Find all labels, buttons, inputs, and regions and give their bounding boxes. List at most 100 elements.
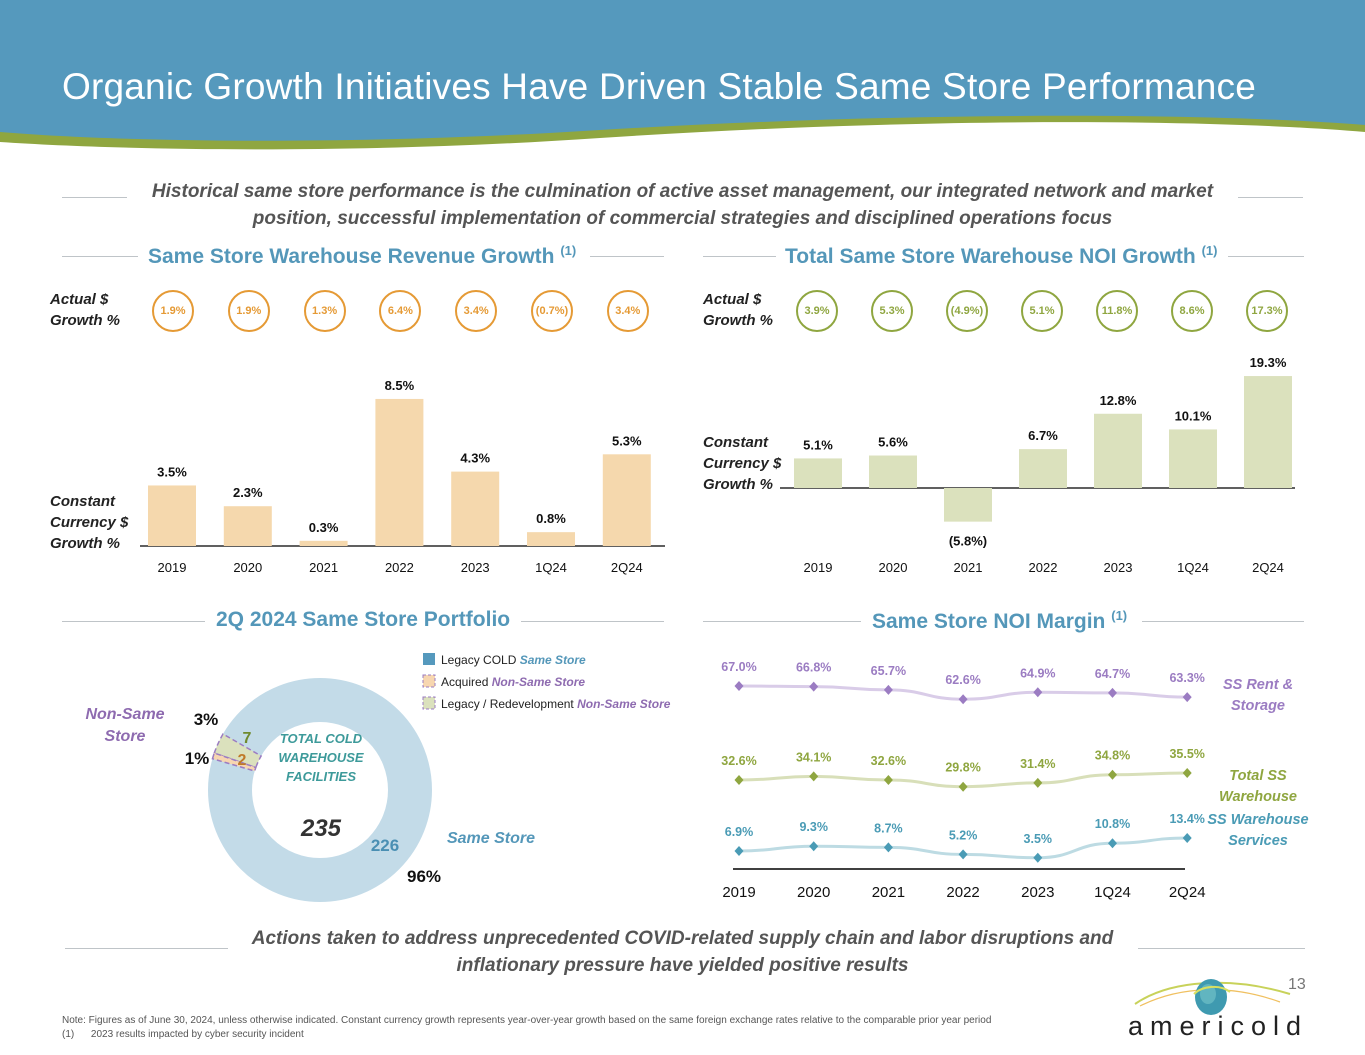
bar [223, 506, 272, 546]
bar-value-label: (5.8%) [949, 534, 987, 549]
noi-bar-chart: 5.1% 2019 5.6% 2020 (5.8%) 2021 6.7% 2022 12.8% 2… [780, 355, 1295, 575]
actual-growth-circle: 6.4% [379, 290, 422, 332]
actual-growth-circle: 8.6% [1171, 290, 1213, 332]
data-point-label: 34.8% [1095, 749, 1130, 763]
margin-title-text: Same Store NOI Margin [872, 610, 1106, 633]
non-same-store-label: Store [105, 728, 146, 745]
divider [703, 256, 776, 257]
data-point-marker [1033, 852, 1043, 863]
portfolio-title: 2Q 2024 Same Store Portfolio [216, 608, 511, 631]
closing-statement: Actions taken to address unprecedented C… [251, 928, 1114, 976]
donut-slice-legacy-redevelopment [213, 732, 263, 769]
data-point-marker [1108, 838, 1117, 849]
legend-suffix: Non-Same Store [577, 697, 671, 711]
bar [869, 455, 917, 488]
data-point-marker [734, 681, 744, 691]
x-tick-label: 1Q24 [1094, 884, 1131, 901]
actual-growth-circle: (4.9%) [946, 290, 988, 332]
data-point-marker [958, 694, 968, 705]
bar [148, 485, 196, 546]
data-point-label: 32.6% [721, 754, 756, 768]
same-store-label: Same Store [447, 830, 535, 847]
actual-growth-circle: 5.1% [1021, 290, 1063, 332]
globe-swoosh-icon [1134, 979, 1291, 1015]
legacy-redevelopment-count: 7 [243, 730, 252, 747]
header-banner [0, 0, 1365, 150]
actual-growth-circle: 11.8% [1096, 290, 1138, 332]
data-point-marker [1182, 768, 1192, 779]
noi-actual-label: Actual $ Growth % [703, 289, 773, 331]
data-point-marker [958, 849, 968, 860]
revenue-constant-label: Constant Currency $ Growth % [50, 491, 128, 554]
x-tick-label: 2020 [797, 884, 830, 901]
legend-swatch [423, 653, 435, 665]
data-point-label: 13.4% [1169, 812, 1204, 826]
x-tick-label: 2Q24 [611, 560, 643, 575]
legend-swatch [422, 674, 436, 688]
bar-value-label: 0.8% [536, 511, 566, 526]
data-point-marker [883, 775, 893, 785]
data-point-label: 5.2% [949, 828, 978, 842]
x-tick-label: 2022 [946, 884, 979, 901]
series-label: SS Warehouse [1207, 812, 1308, 828]
data-point-label: 63.3% [1169, 671, 1204, 685]
footnote-marker: (1) [1201, 243, 1218, 258]
actual-growth-circle: (0.7%) [531, 290, 573, 332]
footnote-text: (1) 2023 results impacted by cyber secur… [62, 1029, 304, 1040]
x-tick-label: 1Q24 [1177, 560, 1209, 575]
bar [527, 532, 575, 546]
data-point-label: 32.6% [871, 754, 906, 768]
bar-value-label: 3.5% [157, 464, 187, 479]
data-point-label: 9.3% [799, 820, 828, 834]
bar-value-label: 12.8% [1100, 393, 1137, 408]
donut-slice-same-store [208, 678, 432, 902]
series-label: Total SS [1229, 768, 1287, 784]
divider [703, 621, 861, 622]
data-point-marker [734, 846, 744, 856]
x-tick-label: 2021 [954, 560, 983, 575]
label-line: Currency $ [703, 455, 782, 472]
actual-growth-circle: 1.9% [227, 290, 270, 332]
non-same-store-label: Non-Same [85, 706, 164, 723]
data-point-marker [1182, 692, 1192, 703]
bar [375, 398, 424, 546]
data-point-marker [1108, 769, 1117, 780]
logo-text: americold [1128, 1011, 1308, 1041]
bar [602, 454, 651, 546]
bar-value-label: 8.5% [385, 378, 415, 393]
data-point-label: 3.5% [1024, 832, 1053, 846]
x-tick-label: 2019 [804, 560, 833, 575]
series-label: Storage [1231, 698, 1285, 714]
footnote-marker: (1) [1111, 608, 1128, 623]
data-point-label: 31.4% [1020, 757, 1055, 771]
actual-growth-circle: 17.3% [1246, 290, 1288, 332]
legend-label: Legacy / Redevelopment Non-Same Store [441, 697, 671, 711]
bar [1019, 449, 1067, 488]
bar [944, 488, 992, 522]
x-tick-label: 2023 [1104, 560, 1133, 575]
bar-value-label: 5.1% [803, 437, 833, 452]
x-tick-label: 2Q24 [1169, 884, 1206, 901]
data-point-marker [734, 775, 744, 785]
data-point-marker [1182, 833, 1192, 843]
bar-value-label: 2.3% [233, 485, 263, 500]
margin-title: Same Store NOI Margin (1) [872, 608, 1127, 634]
footnote-marker: (1) [560, 243, 577, 258]
label-line: Growth % [50, 312, 120, 329]
series-label: SS Rent & [1223, 677, 1293, 693]
legend-label: Legacy COLD Same Store [441, 653, 586, 667]
legend-label: Acquired Non-Same Store [441, 675, 585, 689]
page-title: Organic Growth Initiatives Have Driven S… [62, 66, 1256, 107]
noi-margin-line-chart: 67.0% 66.8% 65.7% 62.6% 64.9% 64.7% 63.3% SS Re… [721, 660, 1308, 901]
bar-value-label: 4.3% [460, 451, 490, 466]
divider [1238, 197, 1303, 198]
data-point-label: 34.1% [796, 750, 831, 764]
divider [1138, 948, 1305, 949]
legend-prefix: Acquired [441, 675, 492, 689]
data-point-marker [883, 842, 893, 853]
divider [1142, 621, 1304, 622]
bar [299, 540, 348, 546]
divider [62, 621, 205, 622]
noi-growth-title: Total Same Store Warehouse NOI Growth (1… [785, 243, 1217, 269]
data-point-marker [809, 681, 819, 692]
